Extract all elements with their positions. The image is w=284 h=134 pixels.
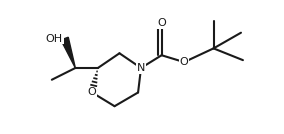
Text: O: O	[88, 88, 96, 97]
Text: N: N	[137, 63, 145, 73]
Text: O: O	[180, 57, 189, 67]
Text: O: O	[157, 18, 166, 28]
Text: OH: OH	[45, 34, 62, 44]
Polygon shape	[61, 37, 75, 68]
